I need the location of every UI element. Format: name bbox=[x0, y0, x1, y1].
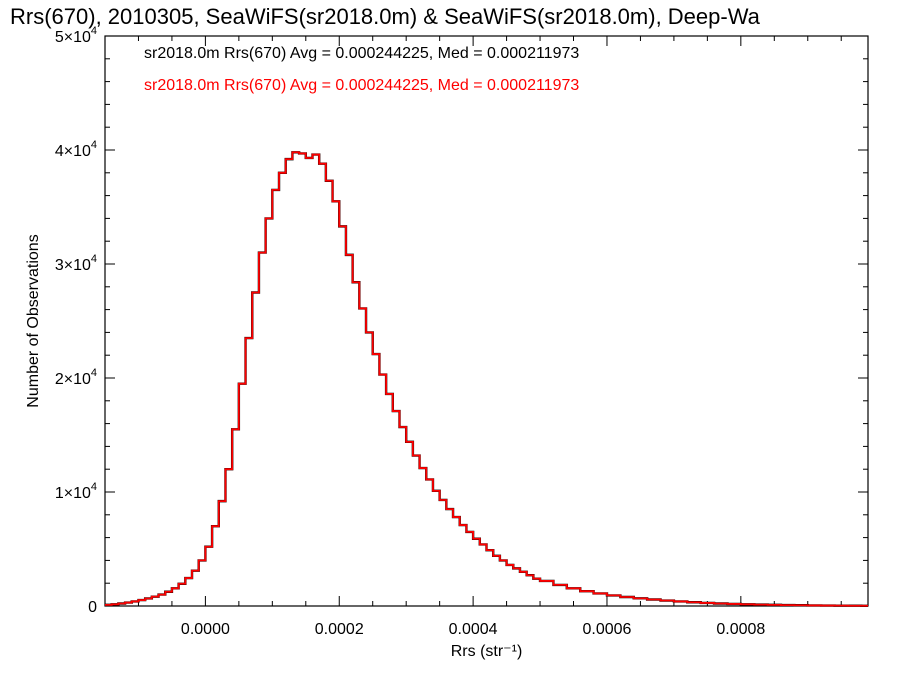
histogram-series-2 bbox=[105, 151, 868, 607]
y-tick-label: 2×104 bbox=[55, 367, 97, 388]
y-tick-label: 3×104 bbox=[55, 253, 97, 274]
x-tick-label: 0.0000 bbox=[181, 621, 230, 638]
plot-frame bbox=[104, 35, 869, 607]
x-tick-label: 0.0002 bbox=[315, 621, 364, 638]
x-tick-label: 0.0008 bbox=[716, 621, 765, 638]
legend-entry-2: sr2018.0m Rrs(670) Avg = 0.000244225, Me… bbox=[144, 77, 579, 94]
legend: sr2018.0m Rrs(670) Avg = 0.000244225, Me… bbox=[144, 45, 579, 94]
y-tick-label: 1×104 bbox=[55, 481, 97, 502]
y-axis-label: Number of Observations bbox=[25, 234, 42, 407]
y-tick-label: 5×104 bbox=[55, 25, 97, 46]
series-group bbox=[105, 151, 868, 607]
y-tick-label: 0 bbox=[88, 599, 97, 616]
y-tick-labels: 0 1×104 2×104 3×104 4×104 5×104 bbox=[55, 25, 97, 616]
histogram-series-1 bbox=[105, 151, 868, 607]
x-tick-label: 0.0004 bbox=[449, 621, 498, 638]
x-tick-labels: 0.0000 0.0002 0.0004 0.0006 0.0008 bbox=[181, 621, 765, 638]
x-axis-label: Rrs (str⁻¹) bbox=[451, 643, 523, 660]
plot-area bbox=[104, 35, 869, 607]
x-tick-label: 0.0006 bbox=[583, 621, 632, 638]
y-tick-label: 4×104 bbox=[55, 139, 97, 160]
legend-entry-1: sr2018.0m Rrs(670) Avg = 0.000244225, Me… bbox=[144, 45, 579, 62]
chart-title: Rrs(670), 2010305, SeaWiFS(sr2018.0m) & … bbox=[10, 4, 761, 29]
